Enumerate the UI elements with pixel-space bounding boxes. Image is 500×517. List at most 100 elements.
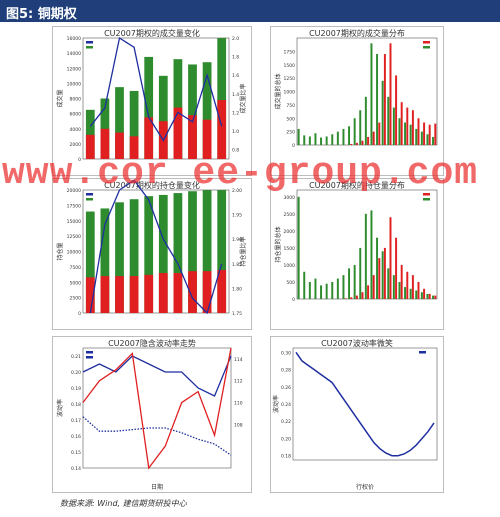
- y-tick-label: 0.15: [71, 450, 81, 456]
- bar-put: [428, 293, 431, 299]
- y2-tick-label: 114: [234, 357, 243, 363]
- bar-put: [400, 102, 403, 145]
- y-tick-label: 10000: [67, 250, 81, 256]
- bar-call: [364, 213, 367, 299]
- chart-title: CU2007波动率微笑: [321, 339, 393, 348]
- legend-swatch: [419, 351, 426, 354]
- y2-tick-label: 112: [234, 379, 243, 385]
- bar-call: [404, 287, 407, 299]
- price-line: [82, 347, 232, 470]
- plot-area: [296, 37, 438, 146]
- y2-tick-label: 1.4: [232, 92, 239, 98]
- y-tick-label: 0.16: [71, 434, 81, 440]
- bar-call: [348, 268, 351, 299]
- bar-put: [361, 140, 364, 145]
- bar-put: [350, 143, 353, 145]
- legend-swatch: [86, 193, 93, 196]
- y2-axis-label: 成交量比率: [239, 83, 247, 113]
- y2-axis-label: 持仓量比率: [239, 236, 247, 266]
- chart-title: CU2007期权的成交量变化: [104, 29, 200, 38]
- panel-volume-distribution: CU2007期权的成交量分布 0 250 500 750 1000 1250 1500 175…: [270, 26, 444, 176]
- bar-put: [423, 122, 426, 145]
- figure-title: 图5: 铜期权: [6, 7, 77, 22]
- bar-call: [420, 292, 423, 299]
- bar-call: [342, 128, 345, 145]
- bar-put: [417, 118, 420, 145]
- bar-call: [353, 118, 356, 145]
- bar-call: [314, 278, 317, 299]
- y2-tick-label: 1.85: [232, 262, 242, 268]
- y-axis-label: 持仓量: [56, 242, 64, 260]
- bar-call: [370, 43, 373, 145]
- bar-put: [434, 295, 437, 299]
- y-tick-label: 2000: [70, 142, 82, 148]
- y-tick-label: 7500: [70, 265, 82, 271]
- watermark: www.cor ee-group.com: [2, 152, 479, 195]
- bar-call: [387, 268, 390, 299]
- bar-green: [158, 75, 168, 159]
- chart-volume-change: 0 2000 4000 6000 8000 10000 12000 14000 16000 0.8…: [56, 36, 247, 163]
- bar-red: [129, 276, 139, 313]
- bar-call: [308, 281, 311, 299]
- legend-swatch: [86, 46, 93, 49]
- bar-call: [359, 247, 362, 299]
- bar-put: [367, 285, 370, 299]
- bar-red: [173, 107, 183, 159]
- y-tick-label: 1000: [284, 263, 296, 269]
- y-axis-label: 持仓量的总体: [274, 226, 282, 262]
- bar-green: [217, 190, 227, 313]
- bar-put: [417, 281, 420, 299]
- bar-put: [395, 237, 398, 299]
- chart-volatility-trend: 0.14 0.15 0.16 0.17 0.18 0.19 0.20 0.21 108 110 11…: [56, 347, 243, 491]
- bar-call: [348, 126, 351, 145]
- y2-tick-label: 1.6: [232, 73, 239, 79]
- bar-green: [144, 56, 154, 159]
- y-tick-label: 0.20: [281, 436, 291, 442]
- bar-green: [202, 62, 212, 160]
- bar-put: [434, 123, 437, 145]
- bar-call: [303, 271, 306, 299]
- bar-call: [320, 137, 323, 145]
- chart-title: CU2007期权的持仓量分布: [309, 181, 405, 190]
- y2-tick-label: 2.0: [232, 36, 239, 42]
- chart-open-interest-change: 0 2500 5000 7500 10000 12500 15000 17500 20000 1.…: [56, 179, 247, 317]
- y2-tick-label: 1.8: [232, 55, 239, 61]
- bar-put: [411, 110, 414, 145]
- y-tick-label: 16000: [67, 36, 81, 42]
- y2-tick-label: 1.2: [232, 110, 239, 116]
- plot-area: [82, 37, 230, 160]
- bar-call: [420, 131, 423, 145]
- bar-green: [144, 196, 154, 313]
- y-tick-label: 6000: [70, 112, 82, 118]
- plot-area: [296, 189, 438, 300]
- y-tick-label: 12500: [67, 234, 81, 240]
- bar-put: [355, 142, 358, 145]
- bar-red: [188, 115, 197, 159]
- panel-open-interest-change: CU2007期权的持仓量变化 0 2500 5000 7500 10000 12500 15…: [52, 178, 252, 330]
- bar-red: [217, 269, 227, 313]
- bar-red: [144, 274, 154, 313]
- y-tick-label: 12000: [67, 66, 81, 72]
- y-tick-label: 2500: [70, 296, 82, 302]
- y-tick-label: 1500: [284, 63, 296, 69]
- bar-put: [389, 43, 392, 145]
- bar-call: [409, 288, 412, 299]
- bar-red: [85, 134, 95, 159]
- y-tick-label: 0: [292, 297, 295, 303]
- bar-put: [383, 54, 386, 145]
- plot-area: [292, 347, 438, 461]
- figure-header: 图5: 铜期权: [0, 0, 500, 22]
- bar-put: [395, 75, 398, 145]
- smile-line: [295, 351, 435, 457]
- y-tick-label: 0.28: [281, 368, 291, 374]
- bar-red: [100, 128, 110, 159]
- ratio-line: [89, 36, 223, 142]
- bar-call: [404, 122, 407, 145]
- bar-call: [392, 275, 395, 299]
- legend-swatch: [423, 198, 430, 201]
- bar-put: [423, 288, 426, 299]
- bar-green: [129, 90, 139, 159]
- y-tick-label: 15000: [67, 219, 81, 225]
- x-axis-label: 日期: [151, 483, 163, 491]
- y-axis-label: 波动率: [56, 399, 64, 417]
